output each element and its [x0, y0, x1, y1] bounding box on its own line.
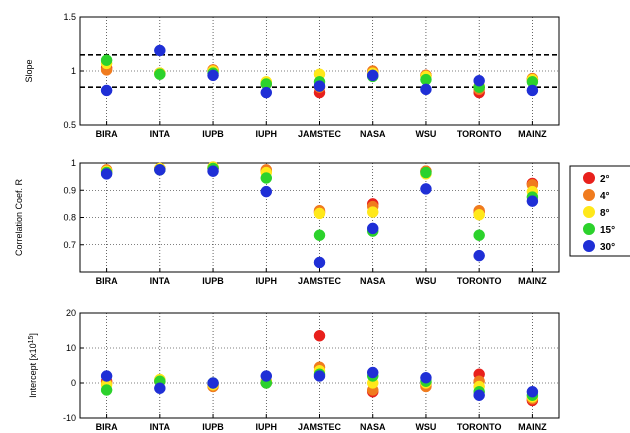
- y-tick-label: 10: [66, 343, 76, 353]
- y-tick-label: 1: [71, 66, 76, 76]
- x-tick-label: BIRA: [96, 276, 118, 286]
- chart-panel-2: 0.7 0.8 0.9 1 BIRA INTA IUPB IUPH JAMSTEC NASA WSU…: [14, 158, 560, 286]
- y-tick-label: 0.5: [63, 120, 76, 130]
- x-tick-label: BIRA: [96, 129, 118, 139]
- x-tick-label: INTA: [150, 422, 171, 432]
- x-tick-label: WSU: [415, 422, 436, 432]
- data-point-mainz-s5: [526, 386, 539, 398]
- data-point-iuph-s5: [260, 370, 273, 382]
- y-axis-label: Slope: [24, 59, 34, 82]
- x-tick-label: JAMSTEC: [298, 276, 342, 286]
- x-tick-label: IUPB: [202, 276, 224, 286]
- x-tick-label: JAMSTEC: [298, 422, 342, 432]
- x-tick-label: IUPH: [256, 129, 278, 139]
- y-axis-label: Intercept [x1015]: [28, 333, 39, 398]
- y-tick-label: 1.5: [63, 12, 76, 22]
- data-point-nasa-s3: [366, 206, 379, 218]
- y-axis-label: Correlation Coef. R: [14, 178, 24, 256]
- legend-frame: [569, 165, 630, 257]
- chart-panel-3: -10 0 10 20 BIRA INTA IUPB IUPH JAMSTEC NASA WSU TO…: [28, 308, 560, 432]
- y-tick-label: 0.7: [63, 240, 76, 250]
- x-tick-label: IUPH: [256, 422, 278, 432]
- data-point-toronto-s5: [473, 74, 485, 87]
- data-point-jamstec-s1: [313, 330, 326, 342]
- data-point-bira-s5: [100, 84, 113, 97]
- data-point-bira-s4: [100, 54, 113, 66]
- x-tick-label: TORONTO: [457, 422, 502, 432]
- legend-marker: [583, 223, 595, 235]
- data-point-inta-s4: [154, 68, 166, 80]
- data-point-toronto-s5: [473, 389, 485, 401]
- x-tick-label: IUPH: [256, 276, 278, 286]
- legend-label: 4°: [600, 191, 610, 202]
- data-point-nasa-s5: [366, 222, 379, 235]
- data-point-jamstec-s4: [313, 229, 326, 241]
- legend-marker: [583, 172, 595, 184]
- data-point-wsu-s5: [420, 183, 432, 195]
- data-point-inta-s5: [154, 164, 166, 176]
- y-tick-label: 0.9: [63, 185, 76, 195]
- x-tick-label: TORONTO: [457, 276, 502, 286]
- data-point-inta-s5: [154, 382, 166, 394]
- data-point-toronto-s4: [473, 229, 485, 241]
- data-point-mainz-s5: [526, 84, 539, 97]
- data-point-jamstec-s5: [313, 80, 326, 92]
- y-tick-label: 1: [71, 158, 76, 168]
- legend-label: 2°: [600, 174, 610, 185]
- data-point-iupb-s5: [207, 69, 219, 82]
- data-point-bira-s5: [100, 370, 113, 382]
- legend-label: 8°: [600, 208, 610, 219]
- data-point-wsu-s5: [420, 372, 432, 384]
- y-tick-label: 0.8: [63, 213, 76, 223]
- x-tick-label: IUPB: [202, 422, 224, 432]
- x-tick-label: TORONTO: [457, 129, 502, 139]
- data-point-iuph-s4: [260, 172, 273, 184]
- x-tick-label: BIRA: [96, 422, 118, 432]
- x-tick-label: WSU: [415, 276, 436, 286]
- y-tick-label: 20: [66, 308, 76, 318]
- x-tick-label: WSU: [415, 129, 436, 139]
- data-point-iuph-s5: [260, 185, 273, 198]
- data-point-jamstec-s5: [313, 370, 326, 382]
- data-point-nasa-s5: [366, 69, 379, 82]
- legend-label: 30°: [600, 242, 615, 253]
- data-point-jamstec-s3: [313, 207, 326, 220]
- x-tick-label: INTA: [150, 276, 171, 286]
- legend-marker: [583, 206, 595, 218]
- y-tick-label: -10: [63, 413, 76, 423]
- data-point-wsu-s4: [420, 166, 432, 179]
- data-point-toronto-s5: [473, 249, 485, 262]
- data-point-nasa-s5: [366, 366, 379, 379]
- x-tick-label: MAINZ: [518, 129, 547, 139]
- data-point-wsu-s4: [420, 73, 432, 86]
- x-tick-label: MAINZ: [518, 422, 547, 432]
- data-point-jamstec-s5: [313, 256, 326, 269]
- chart-panel-1: 0.5 1 1.5 BIRA INTA IUPB IUPH JAMSTEC NASA WSU TOR…: [24, 12, 560, 139]
- data-point-inta-s5: [154, 44, 166, 57]
- legend-label: 15°: [600, 225, 615, 236]
- x-tick-label: MAINZ: [518, 276, 547, 286]
- data-point-bira-s5: [100, 168, 113, 180]
- data-point-iupb-s5: [207, 165, 219, 177]
- data-point-bira-s4: [100, 384, 113, 396]
- data-point-iupb-s5: [207, 377, 219, 389]
- x-tick-label: IUPB: [202, 129, 224, 139]
- x-tick-label: JAMSTEC: [298, 129, 342, 139]
- data-point-toronto-s3: [473, 209, 485, 221]
- data-point-wsu-s5: [420, 83, 432, 96]
- x-tick-label: INTA: [150, 129, 171, 139]
- x-tick-label: NASA: [360, 276, 386, 286]
- legend: 2° 4° 8° 15° 30°: [569, 165, 630, 257]
- legend-marker: [583, 189, 595, 201]
- x-tick-label: NASA: [360, 129, 386, 139]
- x-tick-label: NASA: [360, 422, 386, 432]
- y-tick-label: 0: [71, 378, 76, 388]
- data-point-iuph-s5: [260, 86, 273, 99]
- legend-marker: [583, 240, 595, 252]
- data-point-mainz-s5: [526, 195, 539, 207]
